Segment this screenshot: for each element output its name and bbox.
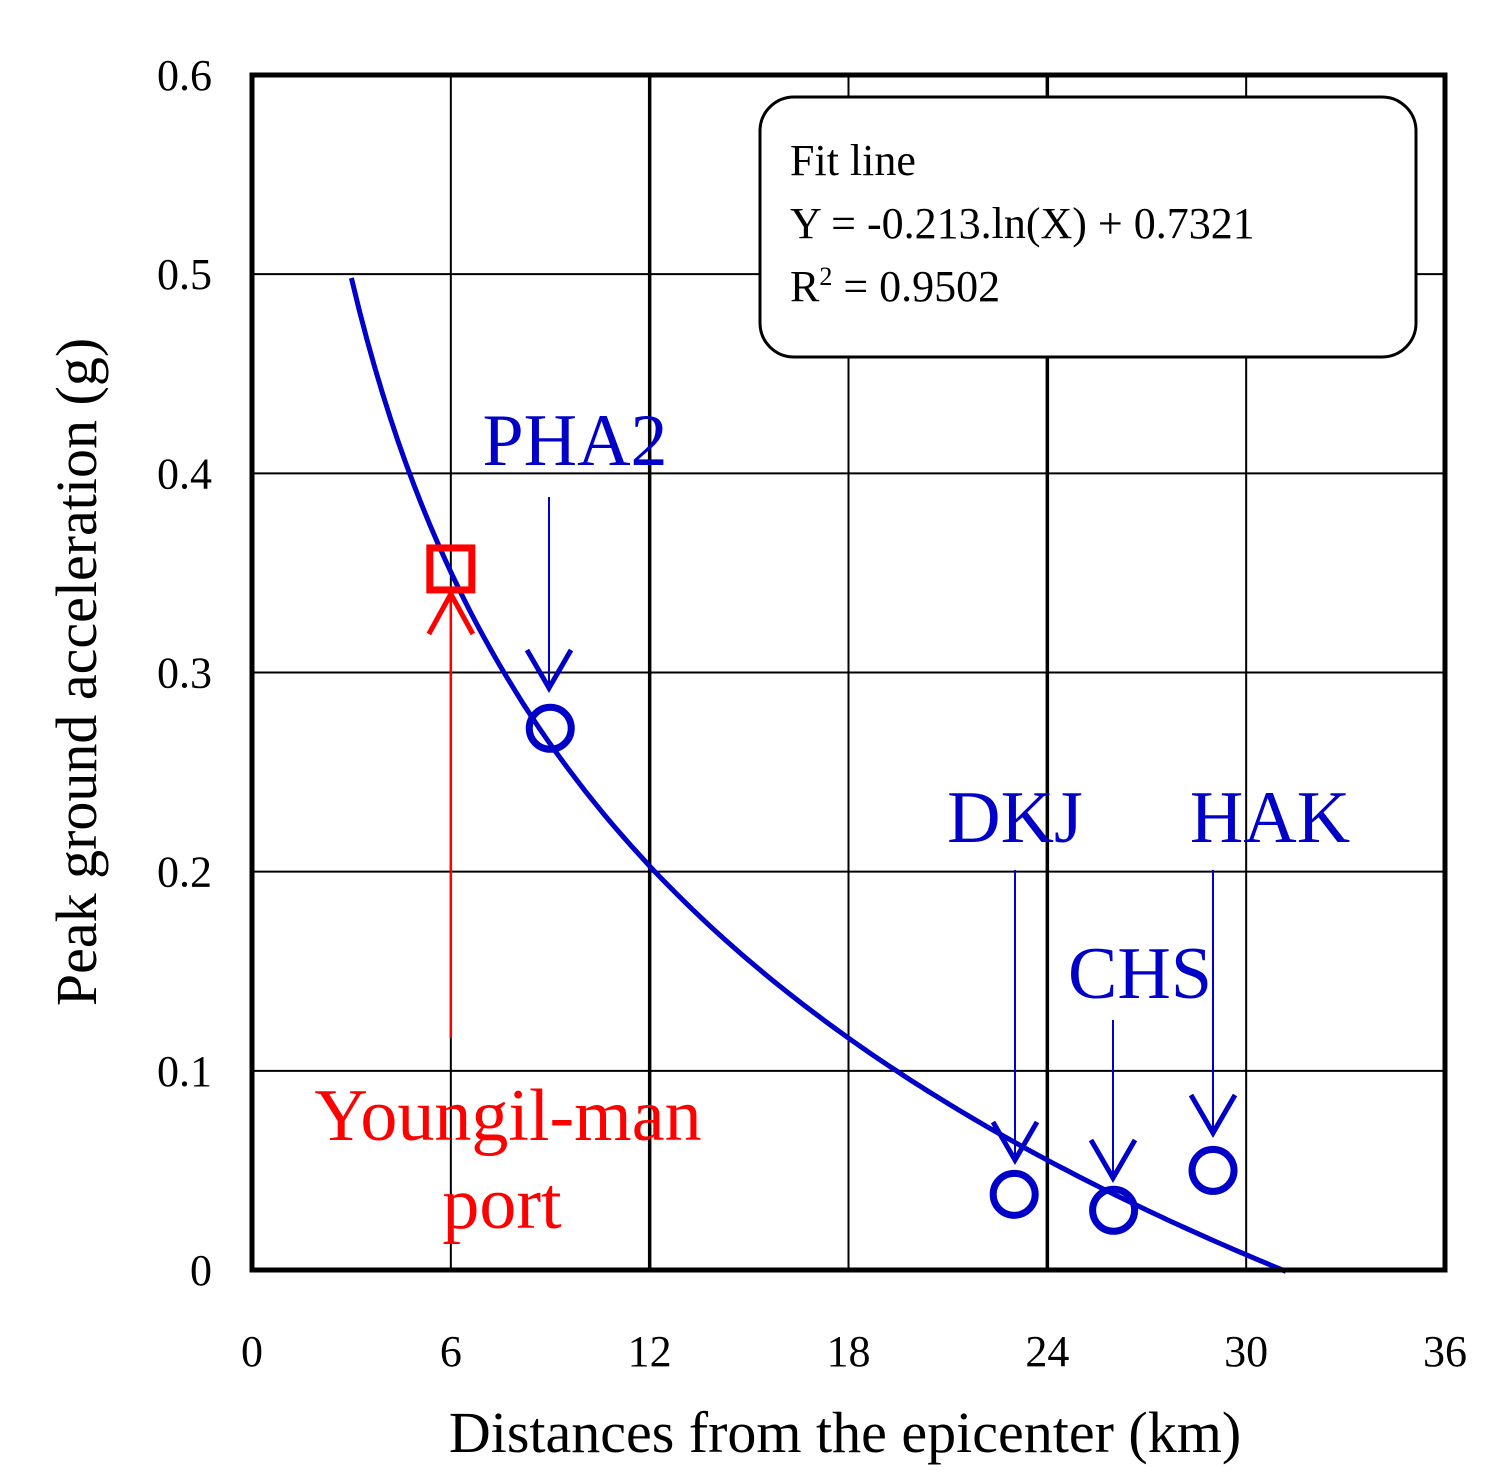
x-tick-label: 24 — [1025, 1327, 1069, 1376]
x-tick-label: 0 — [241, 1327, 263, 1376]
plot-frame — [249, 72, 1448, 1273]
annotation-arrows — [426, 497, 1238, 1183]
site-marker-square — [426, 544, 476, 594]
data-markers — [426, 544, 1238, 1235]
arrow-dkj — [990, 870, 1040, 1165]
station-label-chs: CHS — [1068, 933, 1212, 1015]
x-tick-label: 12 — [628, 1327, 672, 1376]
fit-legend-frame — [758, 95, 1418, 359]
station-label-dkj: DKJ — [947, 777, 1083, 859]
x-tick-label: 6 — [440, 1327, 462, 1376]
y-tick-label: 0 — [190, 1246, 212, 1295]
r2-superscript: 2 — [819, 262, 832, 291]
arrow-hak — [1188, 870, 1238, 1138]
station-label-hak: HAK — [1190, 777, 1350, 859]
arrow-pha2-head — [524, 648, 574, 693]
y-tick-label: 0.3 — [157, 649, 212, 698]
y-tick-label: 0.6 — [157, 51, 212, 100]
x-axis-title: Distances from the epicenter (km) — [449, 1400, 1241, 1465]
r2-value: = 0.9502 — [832, 262, 1000, 311]
tick-labels: 0 6 12 18 24 30 36 0 0.1 0.2 0.3 0.4 0.5 0.6 — [157, 51, 1467, 1376]
y-axis-title: Peak ground acceleration (g) — [44, 338, 109, 1006]
x-tick-label: 36 — [1423, 1327, 1467, 1376]
arrow-chs-head — [1088, 1138, 1138, 1183]
arrow-chs — [1088, 1020, 1138, 1183]
arrow-hak-head — [1188, 1093, 1238, 1138]
station-label-pha2: PHA2 — [482, 400, 667, 482]
y-tick-label: 0.1 — [157, 1047, 212, 1096]
y-tick-label: 0.4 — [157, 449, 212, 498]
station-marker-dkj — [989, 1169, 1039, 1219]
fit-heading: Fit line — [790, 136, 916, 185]
arrow-dkj-head — [990, 1120, 1040, 1165]
r2-label: R — [790, 262, 820, 311]
y-tick-label: 0.5 — [157, 250, 212, 299]
fit-equation: Y = -0.213.ln(X) + 0.7321 — [790, 199, 1255, 248]
arrow-site-head — [426, 588, 476, 636]
site-label-line1: Youngil-man — [314, 1075, 701, 1157]
arrow-site — [426, 588, 476, 1038]
x-tick-label: 18 — [827, 1327, 871, 1376]
site-label-line2: port — [442, 1163, 562, 1245]
station-marker-pha2 — [525, 703, 575, 753]
station-marker-hak — [1188, 1145, 1238, 1195]
arrow-pha2 — [524, 497, 574, 693]
fit-legend-box: Fit line Y = -0.213.ln(X) + 0.7321 R2 = … — [758, 95, 1418, 359]
station-marker-chs — [1089, 1185, 1139, 1235]
fit-r-squared: R2 = 0.9502 — [790, 262, 1000, 311]
y-tick-label: 0.2 — [157, 848, 212, 897]
x-tick-label: 30 — [1224, 1327, 1268, 1376]
